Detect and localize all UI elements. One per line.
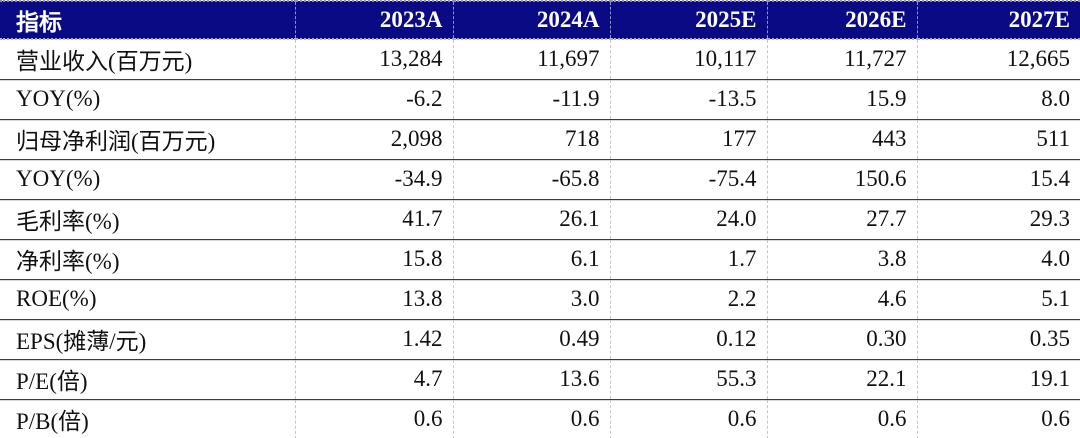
metric-value: 4.7 <box>294 358 453 399</box>
metric-value: 6.1 <box>452 238 610 279</box>
table-row-eps: EPS(摊薄/元) 1.42 0.49 0.12 0.30 0.35 <box>0 318 1080 359</box>
metric-value: 0.6 <box>916 398 1080 438</box>
metric-value: 1.42 <box>294 318 453 359</box>
table-row-roe: ROE(%) 13.8 3.0 2.2 4.6 5.1 <box>0 278 1080 319</box>
metric-label: EPS(摊薄/元) <box>0 318 295 359</box>
metric-value: 5.1 <box>916 278 1080 319</box>
table-row-net-profit: 归母净利润(百万元) 2,098 718 177 443 511 <box>0 118 1080 159</box>
metric-value: 15.8 <box>294 238 453 279</box>
metric-label: 毛利率(%) <box>0 198 295 239</box>
metric-value: 511 <box>916 118 1080 159</box>
metric-value: 13.8 <box>294 278 453 319</box>
metric-value: 0.6 <box>294 398 453 438</box>
column-header-2023a: 2023A <box>294 0 453 40</box>
metric-label: YOY(%) <box>0 158 295 199</box>
metric-value: -13.5 <box>609 78 767 119</box>
metric-value: 26.1 <box>452 198 610 239</box>
metric-value: 4.0 <box>916 238 1080 279</box>
metric-label: 营业收入(百万元) <box>16 49 193 75</box>
metric-value: 443 <box>766 118 917 159</box>
metric-value: 12,665 <box>916 39 1080 79</box>
metric-value: 8.0 <box>916 78 1080 119</box>
column-header-2025e: 2025E <box>609 0 767 40</box>
metric-value: 29.3 <box>916 198 1080 239</box>
table-row-net-profit-yoy: YOY(%) -34.9 -65.8 -75.4 150.6 15.4 <box>0 158 1080 199</box>
metric-value: 11,697 <box>452 39 610 79</box>
metric-value: 15.4 <box>916 158 1080 199</box>
column-header-2026e: 2026E <box>766 0 917 40</box>
metric-label: YOY(%) <box>0 78 295 119</box>
metric-value: 0.6 <box>609 398 767 438</box>
metric-value: 0.30 <box>766 318 917 359</box>
metric-value: 27.7 <box>766 198 917 239</box>
header-row: 指标 2023A 2024A 2025E 2026E 2027E <box>0 0 1080 40</box>
metric-value: 718 <box>452 118 610 159</box>
table-row-pe: P/E(倍) 4.7 13.6 55.3 22.1 19.1 <box>0 358 1080 399</box>
metric-value: 1.7 <box>609 238 767 279</box>
metric-value: 4.6 <box>766 278 917 319</box>
metric-value: 22.1 <box>766 358 917 399</box>
column-header-2024a: 2024A <box>452 0 610 40</box>
metric-value: 0.6 <box>452 398 610 438</box>
column-header-2027e: 2027E <box>916 0 1080 40</box>
metric-value: 2.2 <box>609 278 767 319</box>
metric-value: 10,117 <box>609 39 767 79</box>
table-row-net-margin: 净利率(%) 15.8 6.1 1.7 3.8 4.0 <box>0 238 1080 279</box>
metric-value: 13,284 <box>294 39 453 79</box>
table-row-revenue-yoy: YOY(%) -6.2 -11.9 -13.5 15.9 8.0 <box>0 78 1080 119</box>
metric-value: 0.49 <box>452 318 610 359</box>
metric-value: 177 <box>609 118 767 159</box>
metric-value: 15.9 <box>766 78 917 119</box>
metric-value: -65.8 <box>452 158 610 199</box>
metric-label: P/E(倍) <box>0 358 295 399</box>
metric-value: 24.0 <box>609 198 767 239</box>
table-row-revenue: 营业收入(百万元) 13,284 11,697 10,117 11,727 12… <box>0 39 1080 79</box>
metric-value: -6.2 <box>294 78 453 119</box>
column-header-metric: 指标 <box>0 0 295 40</box>
metric-value: 11,727 <box>766 39 917 79</box>
metric-value: -34.9 <box>294 158 453 199</box>
metric-value: 0.6 <box>766 398 917 438</box>
metric-label: 归母净利润(百万元) <box>0 118 295 159</box>
metric-value: 41.7 <box>294 198 453 239</box>
metric-value: 13.6 <box>452 358 610 399</box>
metric-value: 0.12 <box>609 318 767 359</box>
metric-value: 3.0 <box>452 278 610 319</box>
metric-value: 19.1 <box>916 358 1080 399</box>
metric-value: 55.3 <box>609 358 767 399</box>
metric-label: 净利率(%) <box>0 238 295 279</box>
metric-label: ROE(%) <box>0 278 295 319</box>
metric-value: -11.9 <box>452 78 610 119</box>
metric-value: 2,098 <box>294 118 453 159</box>
metric-label: P/B(倍) <box>0 398 295 438</box>
table-row-gross-margin: 毛利率(%) 41.7 26.1 24.0 27.7 29.3 <box>0 198 1080 239</box>
metric-value: 3.8 <box>766 238 917 279</box>
metric-value: 0.35 <box>916 318 1080 359</box>
metric-value: 150.6 <box>766 158 917 199</box>
table-row-pb: P/B(倍) 0.6 0.6 0.6 0.6 0.6 <box>0 398 1080 438</box>
metric-value: -75.4 <box>609 158 767 199</box>
